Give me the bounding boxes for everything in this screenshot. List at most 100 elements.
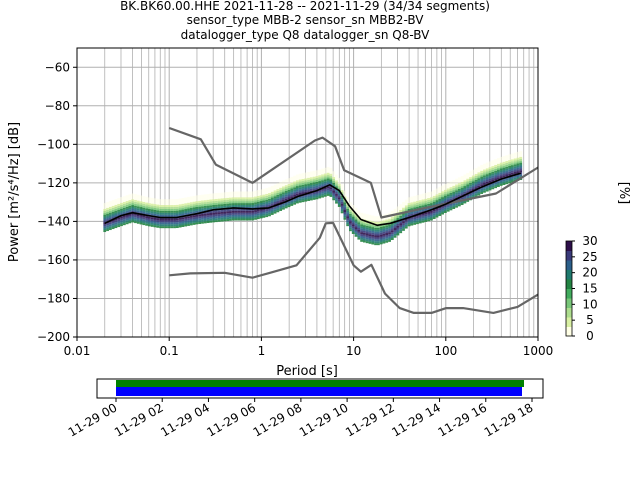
density-cell: [209, 193, 213, 196]
density-cell: [427, 201, 431, 204]
density-cell: [156, 219, 160, 222]
density-cell: [329, 192, 333, 195]
density-cell: [106, 205, 109, 208]
density-cell: [455, 186, 458, 189]
density-cell: [329, 171, 333, 174]
density-cell: [215, 195, 218, 198]
density-cell: [173, 206, 176, 209]
density-cell: [228, 211, 232, 214]
density-cell: [432, 191, 436, 194]
density-cell: [270, 193, 274, 196]
density-cell: [256, 203, 260, 206]
density-cell: [270, 210, 274, 213]
density-cell: [502, 157, 506, 160]
density-cell: [413, 199, 417, 202]
density-cell: [161, 224, 165, 227]
density-cell: [312, 186, 316, 189]
density-cell: [245, 218, 249, 221]
density-cell: [215, 196, 218, 199]
density-cell: [142, 198, 146, 201]
density-cell: [301, 190, 305, 193]
density-cell: [181, 219, 185, 222]
density-cell: [136, 202, 140, 205]
density-cell: [108, 202, 112, 205]
density-cell: [120, 200, 123, 203]
density-cell: [446, 186, 450, 189]
density-cell: [351, 214, 355, 217]
density-cell: [376, 243, 380, 246]
density-cell: [184, 201, 188, 204]
density-cell: [499, 176, 503, 179]
density-cell: [343, 192, 347, 195]
density-cell: [340, 184, 344, 187]
density-cell: [231, 197, 235, 200]
density-cell: [407, 224, 411, 227]
density-cell: [223, 217, 227, 220]
density-cell: [510, 157, 514, 160]
density-cell: [234, 191, 238, 194]
density-cell: [304, 186, 308, 189]
density-cell: [435, 196, 439, 199]
density-cell: [175, 218, 179, 221]
density-cell: [164, 214, 168, 217]
density-cell: [290, 180, 294, 183]
density-cell: [416, 200, 419, 203]
density-cell: [108, 226, 112, 229]
density-cell: [184, 220, 188, 223]
density-cell: [374, 243, 377, 246]
density-cell: [351, 220, 355, 223]
density-cell: [402, 205, 405, 208]
density-cell: [399, 225, 403, 228]
density-cell: [477, 174, 481, 177]
x-tick-label: 1: [258, 344, 266, 358]
density-cell: [195, 216, 199, 219]
density-cell: [309, 194, 313, 197]
density-cell: [474, 195, 478, 198]
density-cell: [131, 203, 135, 206]
density-cell: [223, 211, 227, 214]
timeline-tick-label: 11-29 06: [204, 400, 258, 439]
density-cell: [178, 210, 182, 213]
density-cell: [237, 195, 241, 198]
density-cell: [452, 189, 456, 192]
density-cell: [365, 237, 369, 240]
density-cell: [242, 208, 246, 211]
density-cell: [108, 212, 112, 215]
colorbar-segment: [566, 307, 572, 318]
density-cell: [335, 174, 338, 177]
density-cell: [432, 195, 436, 198]
density-cell: [192, 207, 196, 210]
density-cell: [240, 216, 243, 219]
density-cell: [265, 203, 269, 206]
density-cell: [335, 182, 338, 185]
density-cell: [206, 215, 210, 218]
density-cell: [148, 197, 151, 200]
density-cell: [240, 203, 243, 206]
density-cell: [516, 157, 520, 160]
density-cell: [519, 160, 523, 163]
chart-title-line1: BK.BK60.00.HHE 2021-11-28 -- 2021-11-29 …: [120, 0, 490, 13]
density-cell: [198, 208, 202, 211]
density-cell: [248, 197, 252, 200]
density-cell: [139, 214, 143, 217]
density-cell: [189, 196, 193, 199]
density-cell: [513, 170, 517, 173]
density-cell: [430, 210, 433, 213]
density-cell: [399, 227, 403, 230]
density-cell: [421, 205, 425, 208]
density-cell: [508, 154, 511, 157]
density-cell: [198, 218, 202, 221]
density-cell: [360, 234, 364, 237]
density-cell: [265, 191, 269, 194]
density-cell: [220, 217, 224, 220]
density-cell: [173, 199, 176, 202]
density-cell: [421, 203, 425, 206]
density-cell: [148, 220, 151, 223]
density-cell: [337, 197, 341, 200]
density-cell: [206, 219, 210, 222]
density-cell: [499, 164, 503, 167]
density-cell: [254, 206, 257, 209]
x-tick-label: 100: [434, 344, 457, 358]
density-cell: [111, 202, 115, 205]
density-cell: [368, 218, 372, 221]
